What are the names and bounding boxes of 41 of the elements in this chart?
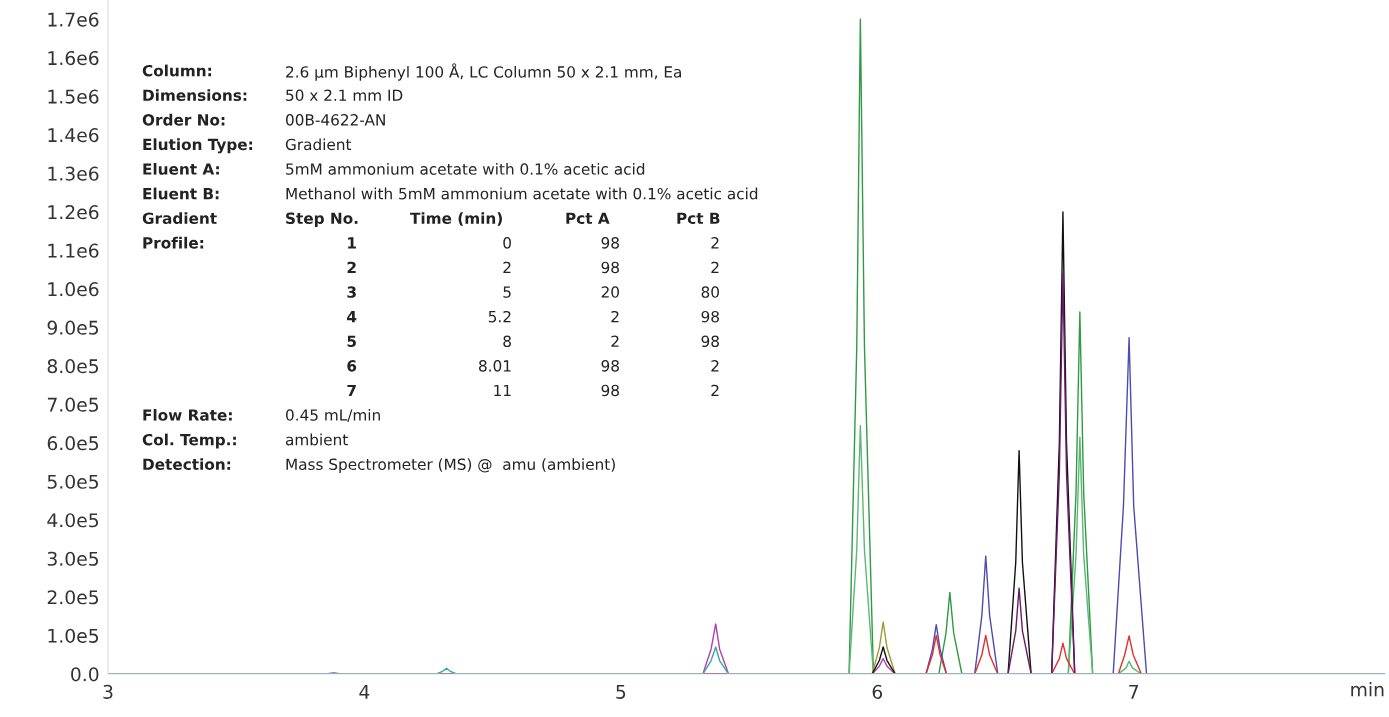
y-tick-label: 8.0e5 (47, 359, 99, 374)
y-tick-label: 1.2e6 (48, 205, 99, 220)
y-tick-label: 5.0e5 (47, 474, 99, 489)
x-tick-label: 3 (103, 684, 113, 699)
text: 4 5.2 2 98 (347, 310, 719, 323)
x-tick-label: 5 (616, 684, 626, 699)
text: Elution Type: Gradient (143, 138, 352, 154)
text: Detection: Mass Spectrometer (MS) @ amu (ambient) (143, 458, 615, 473)
y-tick-label: 3.0e5 (47, 551, 99, 566)
text: Profile: 1 0 98 2 (143, 236, 719, 249)
text: Flow Rate: 0.45 mL/min (143, 409, 380, 423)
text: Eluent B: Methanol with 5mM ammonium acetate with 0.1% acetic acid (143, 187, 758, 200)
text: Order No: 00B-4622-AN (142, 113, 385, 126)
x-tick-label: 7 (1129, 684, 1139, 699)
y-tick-label: 1.1e6 (48, 243, 99, 258)
text: Gradient Step No. Time (min) Pct A Pct B (142, 212, 720, 227)
y-tick-label: 2.0e5 (47, 590, 99, 605)
text: Column: 2.6 µm Biphenyl 100 Å, LC Column 50 x 2.1 mm, Ea (142, 63, 681, 81)
y-tick-label: 7.0e5 (47, 397, 99, 412)
text: Dimensions: 50 x 2.1 mm ID (143, 89, 403, 102)
y-tick-label: 1.7e6 (48, 12, 99, 27)
text: 5 8 2 98 (347, 335, 719, 348)
text: 2 2 98 2 (347, 261, 719, 274)
y-tick-label: 4.0e5 (47, 513, 99, 528)
y-tick-label: 1.4e6 (48, 128, 99, 143)
text: Eluent A: 5mM ammonium acetate with 0.1% acetic acid (143, 163, 645, 175)
text: Col. Temp.: ambient (142, 433, 348, 449)
y-tick-label: 1.6e6 (48, 50, 99, 66)
x-tick-label: 4 (359, 684, 370, 699)
y-tick-label: 1.0e6 (48, 282, 99, 297)
y-tick-label: 1.5e6 (48, 89, 99, 104)
y-tick-label: 1.3e6 (48, 166, 99, 181)
y-tick-label: 0.0 (71, 667, 99, 682)
y-tick-label: 1.0e5 (48, 628, 99, 643)
text: 6 8.01 98 2 (347, 360, 719, 372)
text: 7 11 98 2 (347, 384, 719, 397)
y-tick-label: 6.0e5 (47, 436, 99, 451)
x-axis-title: min (1351, 682, 1384, 697)
y-tick-label: 9.0e5 (47, 320, 99, 335)
x-tick-label: 6 (872, 684, 883, 699)
text: 3 5 20 80 (347, 286, 719, 298)
